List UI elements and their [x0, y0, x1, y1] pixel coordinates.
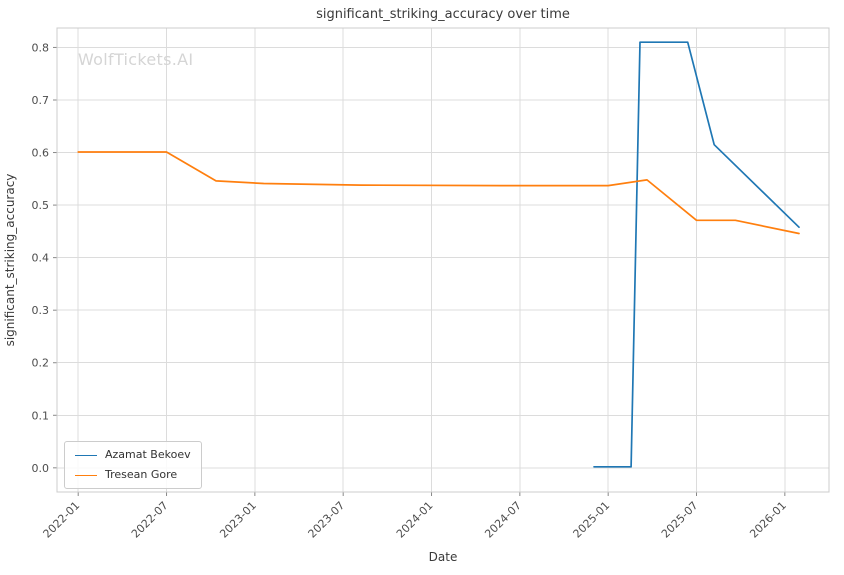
- y-tick-label: 0.6: [32, 147, 50, 160]
- legend-label: Azamat Bekoev: [105, 448, 191, 461]
- plot-border: [56, 27, 830, 493]
- legend-line-swatch: [75, 474, 97, 476]
- x-tick-label: 2022-07: [129, 499, 171, 541]
- y-tick-label: 0.5: [32, 199, 50, 212]
- x-tick-label: 2025-01: [571, 499, 613, 541]
- y-tick-label: 0.3: [32, 304, 50, 317]
- y-tick-label: 0.4: [32, 252, 50, 265]
- watermark-text: WolfTickets.AI: [78, 50, 194, 69]
- series-line-tresean-gore: [77, 151, 800, 235]
- x-tick-label: 2023-07: [306, 499, 348, 541]
- x-tick-label: 2024-07: [482, 499, 524, 541]
- y-tick-label: 0.8: [32, 41, 50, 54]
- x-tick-label: 2022-01: [41, 499, 83, 541]
- x-tick-label: 2025-07: [659, 499, 701, 541]
- legend: Azamat Bekoev Tresean Gore: [64, 441, 202, 489]
- chart-title: significant_striking_accuracy over time: [316, 7, 570, 22]
- y-tick-label: 0.7: [32, 94, 50, 107]
- x-tick-label: 2024-01: [394, 499, 436, 541]
- series-line-azamat-bekoev: [593, 41, 800, 468]
- legend-item: Azamat Bekoev: [75, 448, 191, 462]
- y-tick-label: 0.1: [32, 409, 50, 422]
- x-tick-label: 2026-01: [747, 499, 789, 541]
- x-axis-label: Date: [428, 550, 458, 564]
- legend-item: Tresean Gore: [75, 468, 191, 482]
- y-tick-label: 0.0: [32, 462, 50, 475]
- y-tick-label: 0.2: [32, 357, 50, 370]
- legend-label: Tresean Gore: [105, 468, 178, 481]
- legend-line-swatch: [75, 454, 97, 456]
- x-tick-label: 2023-01: [217, 499, 259, 541]
- y-axis-label: significant_striking_accuracy: [3, 174, 17, 347]
